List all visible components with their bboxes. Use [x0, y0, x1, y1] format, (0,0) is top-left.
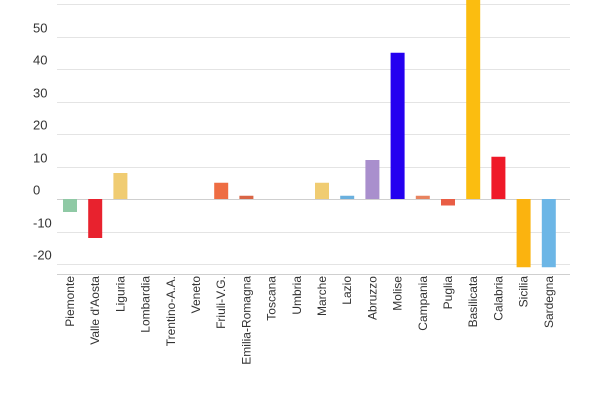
x-tick-label: Piemonte	[63, 276, 77, 327]
bars	[63, 0, 556, 268]
y-tick-label: -20	[33, 248, 52, 263]
y-tick-label: 10	[33, 151, 47, 166]
x-tick-label: Emilia-Romagna	[239, 276, 253, 365]
bar	[239, 195, 254, 199]
bar	[516, 199, 531, 268]
bar	[340, 195, 355, 199]
y-tick-label: 40	[33, 53, 47, 68]
bar	[88, 199, 103, 238]
x-tick-label: Toscana	[265, 276, 279, 321]
x-tick-label: Liguria	[113, 276, 127, 312]
bar	[63, 199, 77, 212]
y-tick-label: -10	[33, 216, 52, 231]
bar	[491, 156, 506, 199]
x-tick-label: Friuli-V.G.	[214, 276, 228, 329]
y-axis-ticks: -20 -10 0 10 20 30 40 50 60	[33, 0, 52, 263]
bar	[315, 182, 329, 199]
x-tick-label: Campania	[416, 276, 430, 331]
y-tick-label: 30	[33, 86, 47, 101]
x-tick-label: Abruzzo	[365, 276, 379, 320]
bar	[415, 195, 430, 199]
x-tick-label: Molise	[391, 276, 405, 311]
x-tick-label: Umbria	[290, 276, 304, 315]
bar	[541, 199, 556, 268]
bar	[441, 199, 455, 206]
bar	[390, 52, 405, 199]
x-tick-label: Sicilia	[517, 276, 531, 308]
x-tick-label: Lombardia	[139, 276, 153, 333]
bar	[214, 182, 229, 199]
y-tick-label: 50	[33, 21, 47, 36]
x-tick-label: Trentino-A.A.	[164, 276, 178, 346]
x-tick-label: Sardegna	[542, 276, 556, 328]
x-tick-label: Veneto	[189, 276, 203, 314]
x-tick-label: Lazio	[340, 276, 354, 305]
x-tick-label: Valle d'Aosta	[88, 276, 102, 345]
bar	[113, 173, 128, 199]
x-tick-label: Calabria	[491, 276, 505, 321]
x-tick-label: Puglia	[441, 276, 455, 310]
gridlines	[57, 4, 570, 275]
x-axis-ticks: Piemonte Valle d'Aosta Liguria Lombardia Tre…	[63, 276, 556, 365]
y-tick-label: 0	[33, 183, 40, 198]
bar	[466, 0, 481, 199]
y-tick-label: 20	[33, 118, 47, 133]
y-tick-label: 60	[33, 0, 47, 3]
x-tick-label: Marche	[315, 276, 329, 316]
bar	[365, 160, 380, 199]
x-tick-label: Basilicata	[466, 276, 480, 328]
